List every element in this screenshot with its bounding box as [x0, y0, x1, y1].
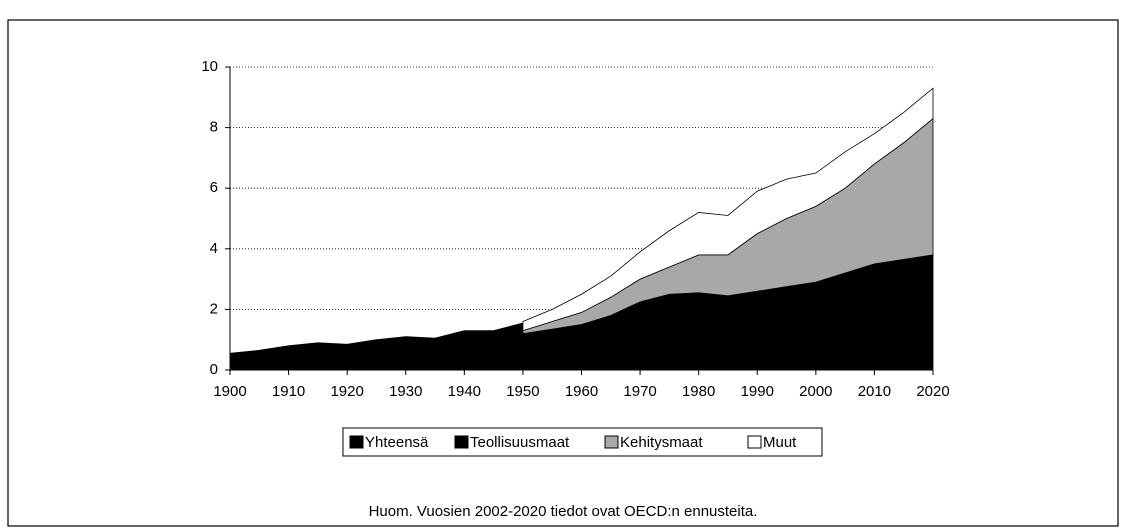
x-tick-label: 1900	[213, 383, 246, 400]
x-tick-label: 2020	[916, 383, 949, 400]
y-tick-label: 0	[210, 361, 218, 378]
area	[229, 322, 524, 371]
frame	[7, 19, 1119, 527]
legend-box	[342, 427, 823, 457]
y-tick-label: 4	[210, 240, 218, 257]
legend-label: Kehitysmaat	[620, 434, 703, 451]
legend-swatch	[604, 435, 619, 449]
y-tick-label: 6	[210, 179, 218, 196]
x-tick-label: 1980	[682, 383, 715, 400]
y-tick-label: 10	[201, 58, 218, 75]
x-tick-label: 1940	[448, 383, 481, 400]
x-tick-label: 1920	[330, 383, 363, 400]
y-tick-label: 8	[210, 119, 218, 136]
x-tick-label: 1990	[741, 383, 774, 400]
x-tick-label: 1910	[272, 383, 305, 400]
x-tick-label: 1960	[565, 383, 598, 400]
legend-swatch	[747, 435, 762, 449]
x-tick-label: 1970	[623, 383, 656, 400]
x-tick-label: 2000	[799, 383, 832, 400]
x-tick-label: 2010	[858, 383, 891, 400]
legend-label: Yhteensä	[365, 434, 429, 451]
area	[522, 87, 934, 332]
x-tick-label: 1950	[506, 383, 539, 400]
y-tick-label: 2	[210, 300, 218, 317]
legend-swatch	[454, 435, 469, 449]
note: Huom. Vuosien 2002-2020 tiedot ovat OECD…	[369, 503, 758, 520]
legend-label: Muut	[763, 434, 797, 451]
x-tick-label: 1930	[389, 383, 422, 400]
legend-label: Teollisuusmaat	[470, 434, 570, 451]
legend-swatch	[349, 435, 364, 449]
